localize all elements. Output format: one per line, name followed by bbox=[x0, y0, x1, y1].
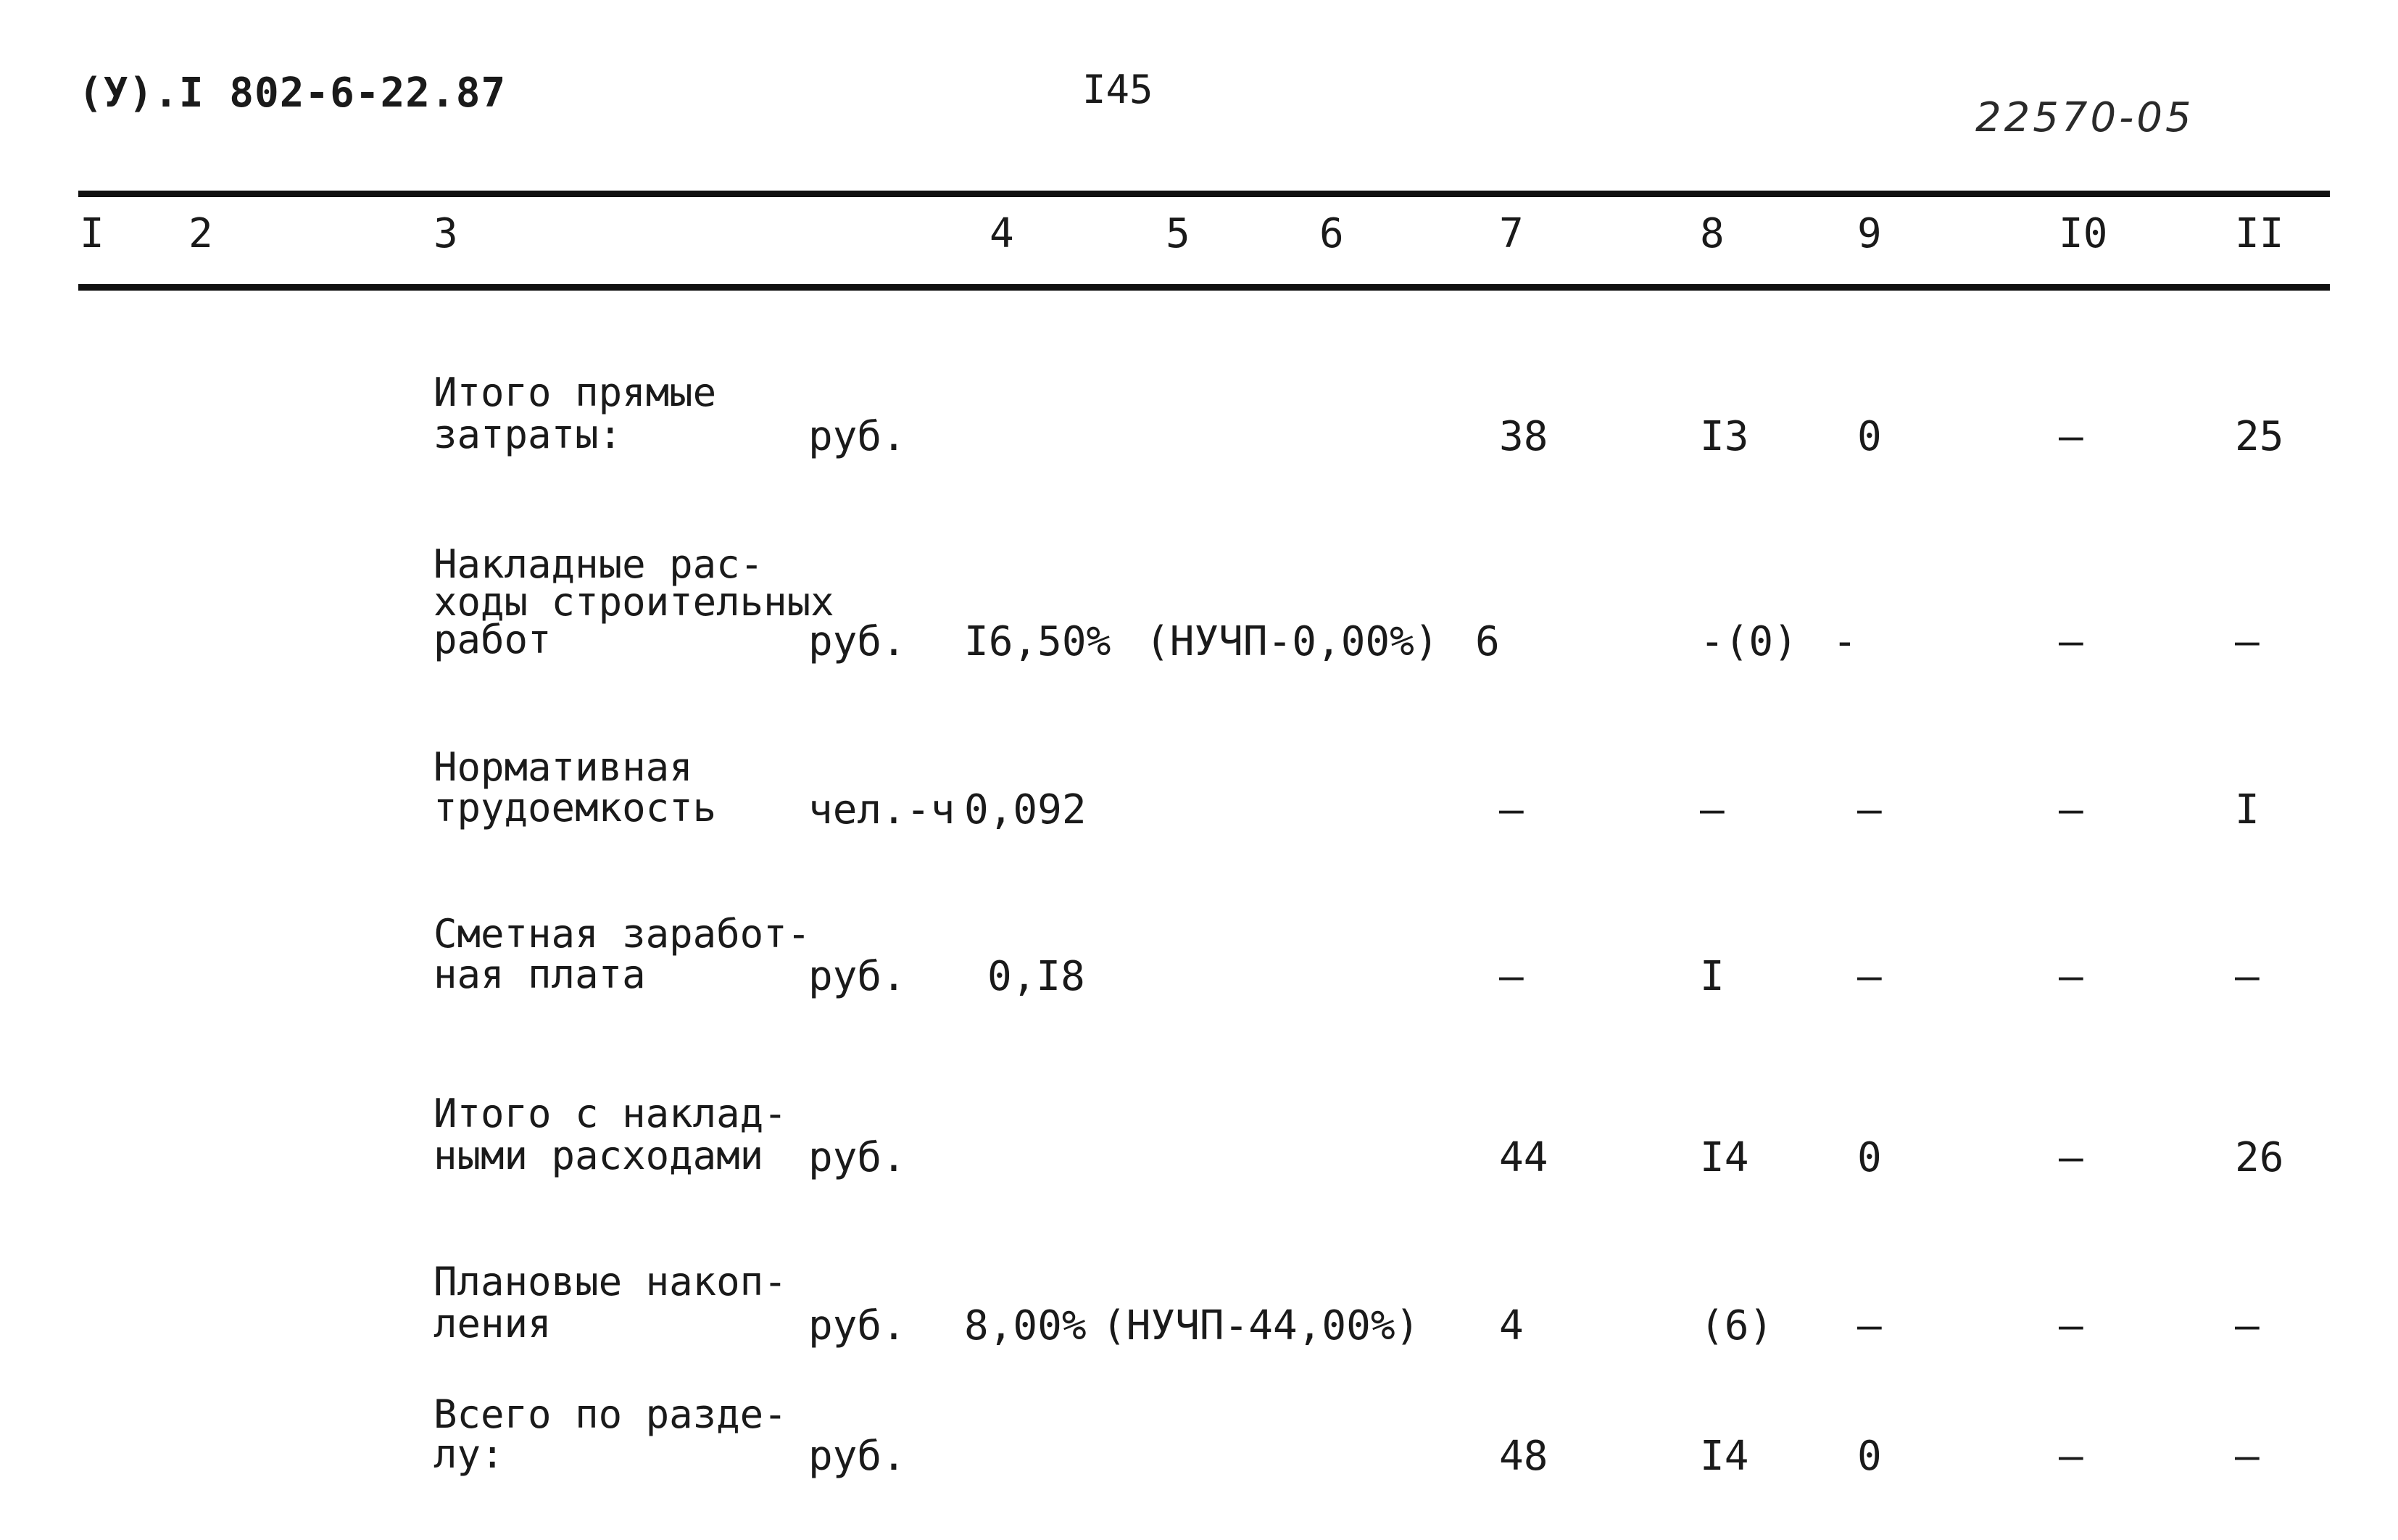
cell-col7: 4 bbox=[1499, 1302, 1524, 1349]
row-label-line: Нормативная bbox=[433, 744, 693, 790]
rate-cell: I6,50% bbox=[964, 618, 1111, 665]
document-code: (У).I 802-6-22.87 bbox=[78, 70, 507, 117]
cell-col8: (6) bbox=[1700, 1302, 1774, 1349]
cell-col9: - bbox=[1833, 618, 1857, 665]
cell-col10: – bbox=[2059, 413, 2083, 460]
cell-col11: 26 bbox=[2235, 1134, 2284, 1181]
cell-col11: I bbox=[2235, 786, 2260, 833]
cell-col10: – bbox=[2059, 786, 2083, 833]
unit-cell: руб. bbox=[808, 413, 906, 460]
cell-col11: – bbox=[2235, 953, 2260, 1000]
row-label-line: лу: bbox=[433, 1431, 505, 1477]
row-label-line: Всего по разде- bbox=[433, 1391, 787, 1437]
row-label-line: Сметная заработ- bbox=[433, 911, 811, 957]
cell-col8: – bbox=[1700, 786, 1725, 833]
cell-col9: 0 bbox=[1857, 1134, 1882, 1181]
cell-col7: 38 bbox=[1499, 413, 1548, 460]
unit-cell: руб. bbox=[808, 1134, 906, 1181]
cell-col11: – bbox=[2235, 1302, 2260, 1349]
cell-col10: – bbox=[2059, 1134, 2083, 1181]
row-label-line: ходы строительных bbox=[433, 579, 834, 625]
row-label-line: затраты: bbox=[433, 412, 623, 457]
cell-col8: I4 bbox=[1700, 1433, 1749, 1480]
page-number: I45 bbox=[1082, 67, 1153, 112]
column-number: 4 bbox=[990, 210, 1014, 257]
cell-col8: I4 bbox=[1700, 1134, 1749, 1181]
unit-cell: руб. bbox=[808, 618, 906, 665]
table-top-rule bbox=[78, 191, 2330, 197]
cell-col8: I bbox=[1700, 953, 1725, 1000]
row-label-line: ления bbox=[433, 1301, 552, 1347]
row-label-line: работ bbox=[433, 617, 552, 662]
row-label-line: Итого с наклад- bbox=[433, 1091, 787, 1136]
row-label-line: Накладные рас- bbox=[433, 541, 764, 587]
row-label-line: Плановые накоп- bbox=[433, 1259, 787, 1304]
unit-cell: чел.-ч bbox=[808, 786, 955, 833]
cell-col9: – bbox=[1857, 953, 1882, 1000]
cell-col11: 25 bbox=[2235, 413, 2284, 460]
column-number: 7 bbox=[1499, 210, 1524, 257]
cell-col7: 44 bbox=[1499, 1134, 1548, 1181]
row-label-line: ная плата bbox=[433, 952, 646, 997]
rate-cell: 0,I8 bbox=[987, 953, 1085, 1000]
column-number: II bbox=[2235, 210, 2284, 257]
cell-col11: – bbox=[2235, 618, 2260, 665]
cell-col7: – bbox=[1499, 953, 1524, 1000]
note-cell: (НУЧП-0,00%) bbox=[1145, 618, 1439, 665]
unit-cell: руб. bbox=[808, 953, 906, 1000]
handwritten-registration-number: 22570-05 bbox=[1975, 94, 2194, 141]
table-header-bottom-rule bbox=[78, 284, 2330, 291]
column-number: 2 bbox=[188, 210, 213, 257]
column-number: 8 bbox=[1700, 210, 1725, 257]
cell-col10: – bbox=[2059, 618, 2083, 665]
cell-col10: – bbox=[2059, 953, 2083, 1000]
rate-cell: 8,00% bbox=[964, 1302, 1087, 1349]
cell-col11: – bbox=[2235, 1433, 2260, 1480]
unit-cell: руб. bbox=[808, 1302, 906, 1349]
row-label-line: трудоемкость bbox=[433, 785, 717, 831]
cell-col9: – bbox=[1857, 1302, 1882, 1349]
rate-cell: 0,092 bbox=[964, 786, 1087, 833]
note-cell: (НУЧП-44,00%) bbox=[1102, 1302, 1420, 1349]
cell-col10: – bbox=[2059, 1433, 2083, 1480]
cell-col9: 0 bbox=[1857, 413, 1882, 460]
column-number: 6 bbox=[1319, 210, 1344, 257]
cell-col7: 48 bbox=[1499, 1433, 1548, 1480]
row-label-line: ными расходами bbox=[433, 1133, 764, 1178]
unit-cell: руб. bbox=[808, 1433, 906, 1480]
cell-col9: 0 bbox=[1857, 1433, 1882, 1480]
column-number: I bbox=[80, 210, 104, 257]
cell-col7: 6 bbox=[1475, 618, 1500, 665]
column-number: 9 bbox=[1857, 210, 1882, 257]
cell-col8: I3 bbox=[1700, 413, 1749, 460]
cell-col7: – bbox=[1499, 786, 1524, 833]
column-number: 3 bbox=[433, 210, 458, 257]
column-number: I0 bbox=[2059, 210, 2108, 257]
column-number: 5 bbox=[1166, 210, 1190, 257]
cell-col9: – bbox=[1857, 786, 1882, 833]
cell-col10: – bbox=[2059, 1302, 2083, 1349]
cell-col8: -(0) bbox=[1700, 618, 1798, 665]
row-label-line: Итого прямые bbox=[433, 370, 717, 415]
